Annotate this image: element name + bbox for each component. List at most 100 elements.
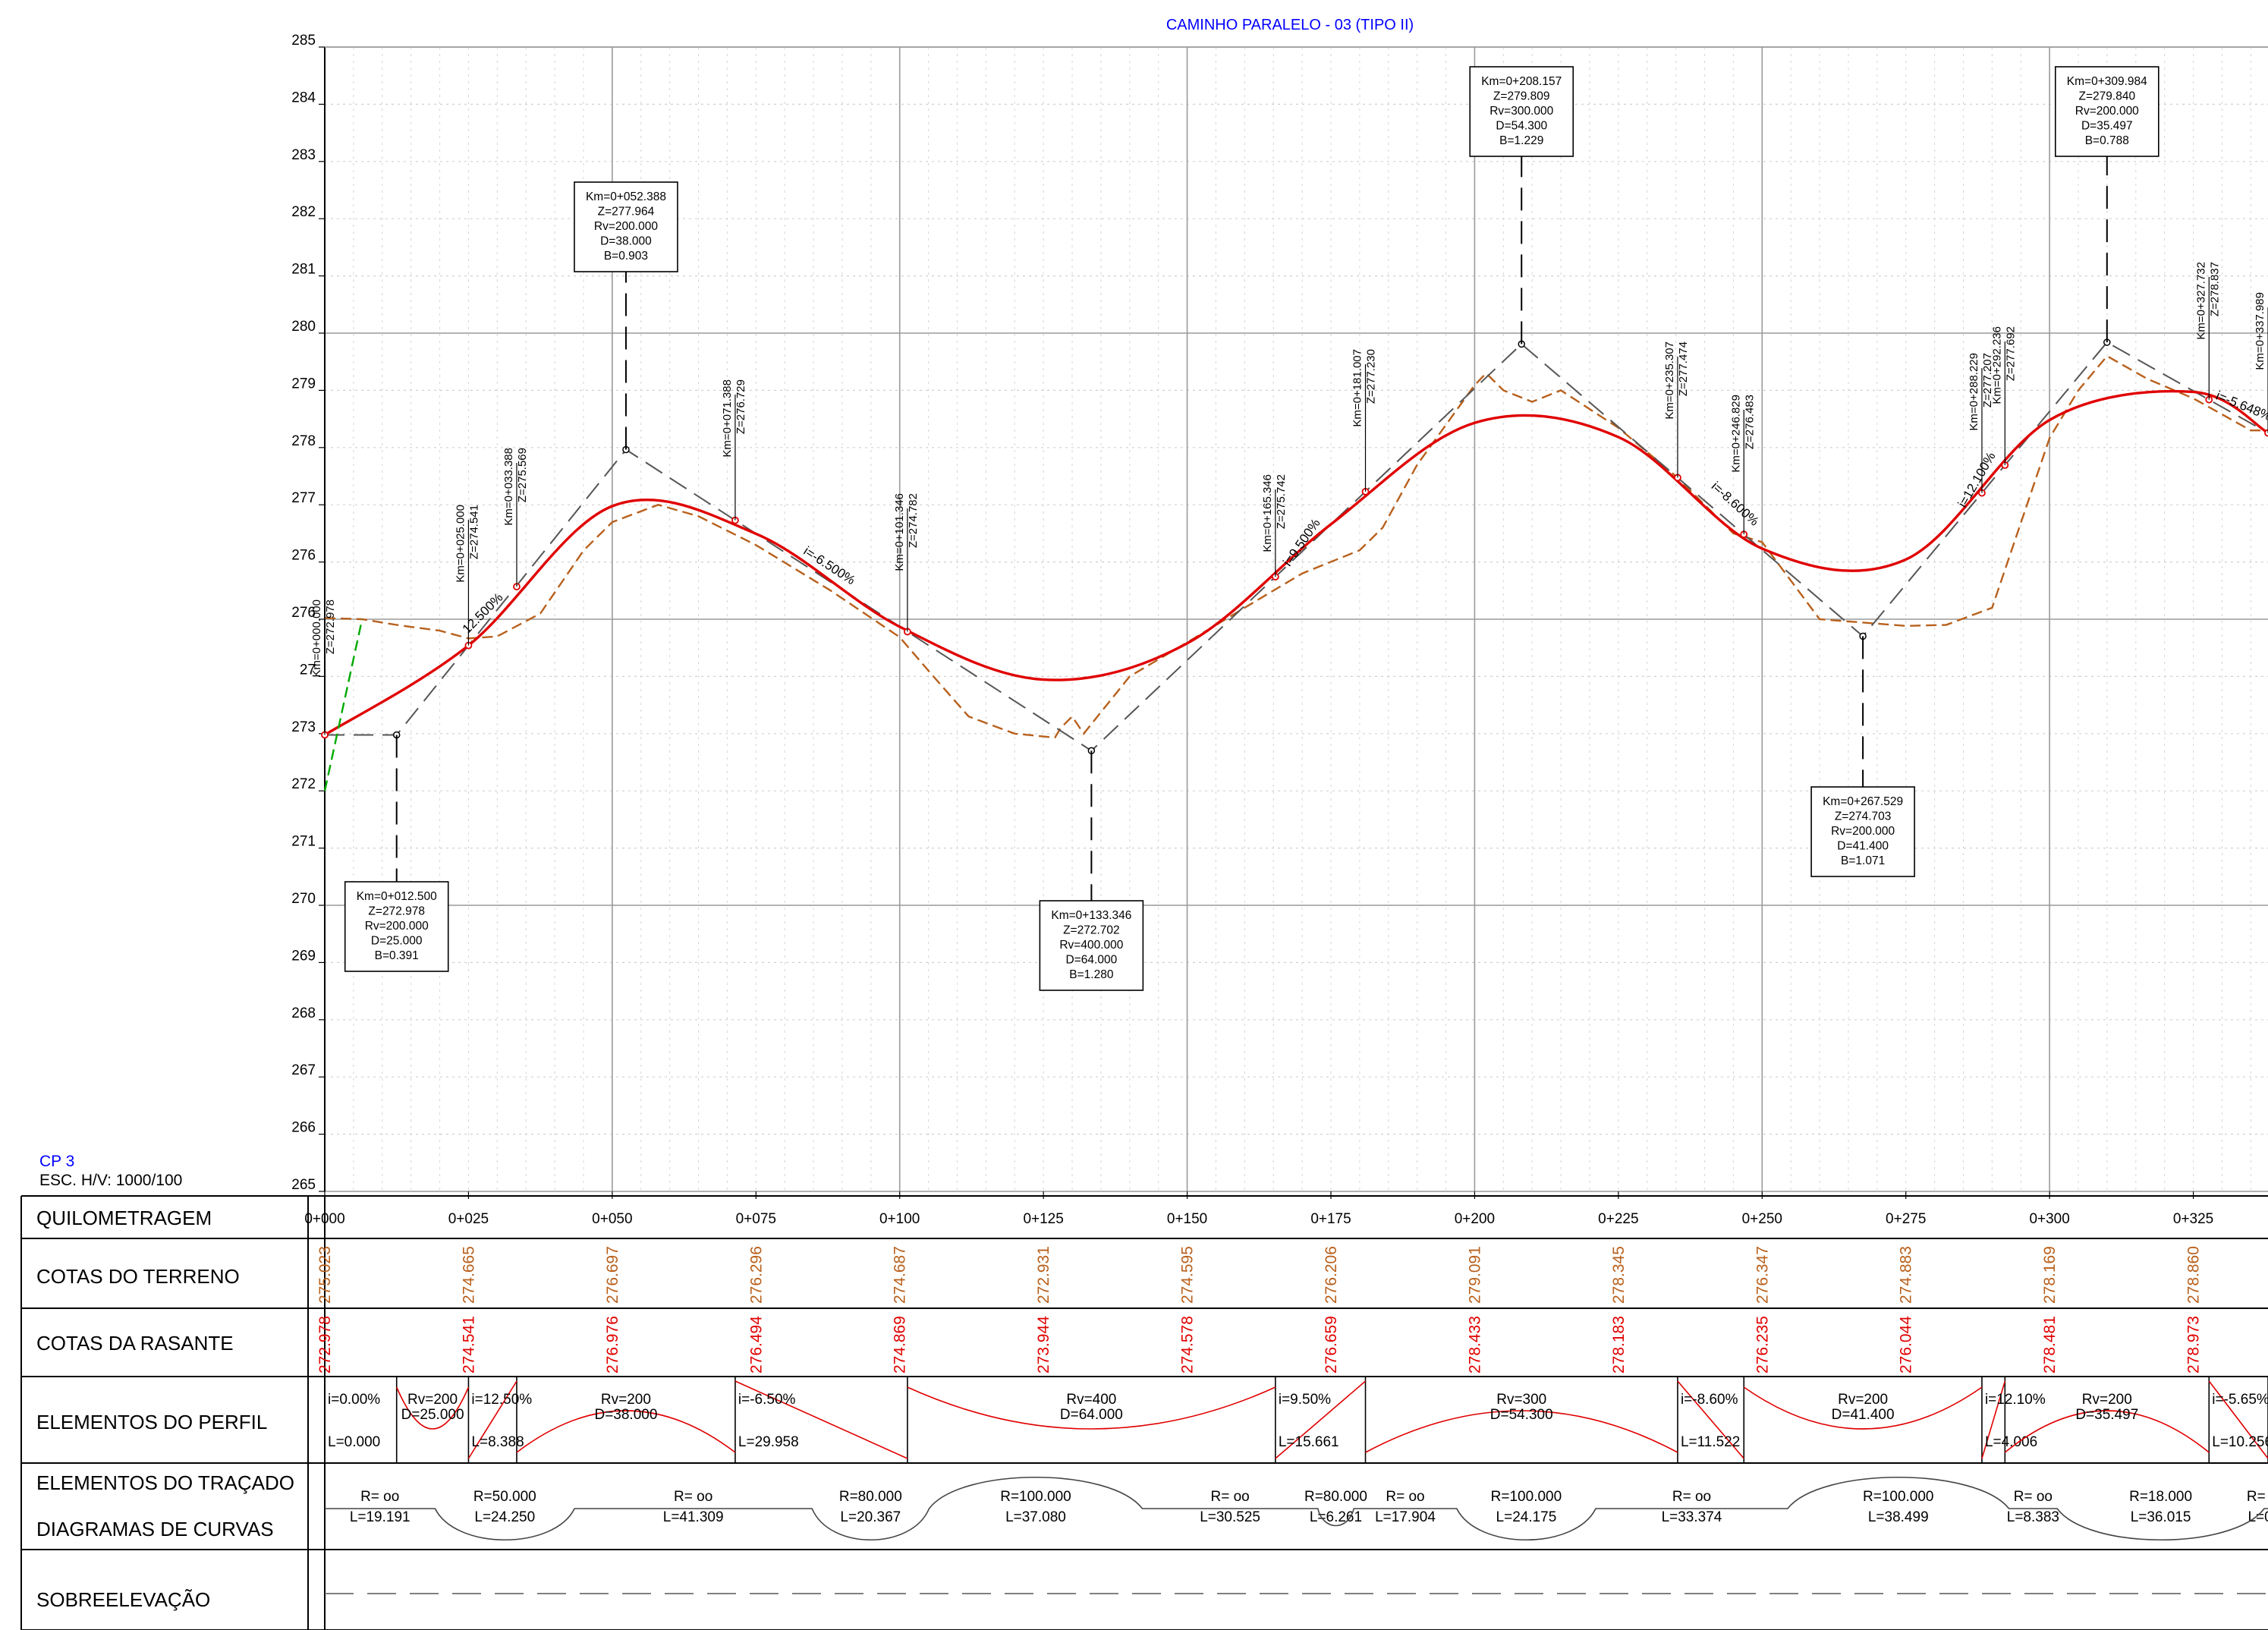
pvi-text: Km=0+012.500 xyxy=(357,890,437,903)
pvi-text: B=1.280 xyxy=(1069,968,1114,981)
alignment-diagram xyxy=(325,1477,2268,1541)
profile-curve-sketch xyxy=(1365,1410,1678,1453)
terrain-value: 272.931 xyxy=(1035,1246,1052,1304)
profile-curve-sketch xyxy=(395,1386,470,1430)
pvi-box xyxy=(1039,900,1144,991)
grade-value: 272.978 xyxy=(316,1316,334,1374)
station-label: 0+000 xyxy=(304,1211,344,1227)
pvi-text: Z=272.702 xyxy=(1063,924,1120,937)
station-label: 0+150 xyxy=(1167,1211,1207,1227)
alignment-radius: R=100.000 xyxy=(1863,1489,1934,1505)
pvi-box xyxy=(2055,66,2159,157)
profile-element-top: i=12.10% xyxy=(1985,1392,2046,1408)
alignment-radius: R=18.000 xyxy=(2129,1489,2192,1505)
grade-value: 278.433 xyxy=(1466,1316,1483,1374)
alignment-radius: R= oo xyxy=(674,1489,712,1505)
pvi-text: D=54.300 xyxy=(1496,120,1547,133)
terrain-value: 276.697 xyxy=(604,1246,621,1304)
point-label: Km=0+246.829 Z=276.483 xyxy=(1729,395,1756,473)
point-km: Km=0+235.307 xyxy=(1663,341,1676,420)
alignment-radius: R=50.000 xyxy=(473,1489,536,1505)
point-z: Z=277.692 xyxy=(2004,326,2017,381)
alignment-length: L=20.367 xyxy=(840,1509,901,1525)
profile-labels: Km=0+012.500 Z=272.978 Rv=200.000 D=25.000 B… xyxy=(310,66,2268,991)
profile-curve-sketch xyxy=(907,1386,1276,1430)
alignment-radius: R=80.000 xyxy=(839,1489,902,1505)
pvi-text: B=0.788 xyxy=(2085,134,2129,147)
point-km: Km=0+337.989 xyxy=(2254,292,2266,370)
station-label: 0+275 xyxy=(1886,1211,1926,1227)
profile-element-top: i=0.00% xyxy=(328,1392,380,1408)
offset-line xyxy=(323,618,363,791)
pvi-text: Rv=200.000 xyxy=(594,220,658,233)
station-label: 0+225 xyxy=(1598,1211,1638,1227)
terrain-value: 279.091 xyxy=(1466,1246,1483,1304)
station-label: 0+300 xyxy=(2029,1211,2069,1227)
terrain-value: 274.665 xyxy=(460,1246,477,1304)
station-label: 0+250 xyxy=(1742,1211,1782,1227)
grade-value: 274.578 xyxy=(1179,1316,1197,1374)
drawing-title: CAMINHO PARALELO - 03 (TIPO II) xyxy=(1166,17,1414,33)
terrain-value: 276.347 xyxy=(1754,1246,1771,1304)
point-label: Km=0+292.236 Z=277.692 xyxy=(1990,326,2017,404)
pvi-text: Rv=300.000 xyxy=(1489,105,1553,118)
pvi-text: Rv=400.000 xyxy=(1059,939,1123,952)
pvi-text: B=1.071 xyxy=(1841,854,1885,867)
alignment-radius: R=100.000 xyxy=(1491,1489,1562,1505)
profile-element-bottom: D=35.497 xyxy=(2075,1407,2138,1423)
point-z: Z=274.782 xyxy=(907,493,920,548)
point-km: Km=0+165.346 xyxy=(1261,474,1274,552)
y-tick-label: 273 xyxy=(291,719,316,735)
station-label: 0+125 xyxy=(1023,1211,1063,1227)
pvi-text: D=38.000 xyxy=(600,235,652,248)
point-label: Km=0+327.732 Z=278.837 xyxy=(2194,262,2221,340)
station-label: 0+175 xyxy=(1310,1211,1351,1227)
terrain-value: 276.296 xyxy=(747,1246,765,1304)
pvi-text: Z=279.809 xyxy=(1493,90,1550,103)
row-label: COTAS DA RASANTE xyxy=(36,1332,234,1355)
y-tick-label: 265 xyxy=(291,1177,316,1193)
pvi-text: Z=272.978 xyxy=(368,905,425,918)
y-tick-label: 283 xyxy=(291,147,316,163)
slope-label: 12.500% xyxy=(460,590,506,637)
point-z: Z=272.978 xyxy=(324,599,337,654)
y-tick-label: 277 xyxy=(291,490,316,506)
profile-element-bottom: D=64.000 xyxy=(1060,1407,1123,1423)
profile-element-top: Rv=400 xyxy=(1066,1392,1116,1408)
point-label: Km=0+033.388 Z=275.569 xyxy=(502,448,529,526)
grade-value: 278.481 xyxy=(2041,1316,2059,1374)
point-label: Km=0+101.346 Z=274.782 xyxy=(893,493,920,571)
point-km: Km=0+000.000 xyxy=(310,599,323,678)
point-z: Z=274.541 xyxy=(467,505,480,559)
terrain-value: 278.860 xyxy=(2185,1246,2203,1304)
alignment-radius: R= oo xyxy=(2014,1489,2053,1505)
terrain-value: 275.023 xyxy=(316,1246,334,1304)
pvi-text: Rv=200.000 xyxy=(1831,825,1895,838)
grid: 265 266 267 268 269 270 271 272 273 27 276 276 277 27… xyxy=(291,33,2268,1199)
profile-tangent-sketch xyxy=(1677,1380,1744,1459)
profile-element-top: i=9.50% xyxy=(1279,1392,1331,1408)
station-label: 0+025 xyxy=(448,1211,489,1227)
y-tick-label: 278 xyxy=(291,433,316,449)
grade-value: 278.973 xyxy=(2185,1316,2203,1374)
pvi-text: Z=279.840 xyxy=(2079,90,2136,103)
pvi-text: B=1.229 xyxy=(1499,134,1543,147)
point-label: Km=0+181.007 Z=277.230 xyxy=(1351,349,1378,427)
y-tick-label: 284 xyxy=(291,90,316,105)
profile-tangent-sketch xyxy=(1981,1380,2006,1459)
terrain-value: 278.169 xyxy=(2041,1246,2059,1304)
point-z: Z=276.483 xyxy=(1743,395,1756,449)
point-km: Km=0+101.346 xyxy=(893,493,906,571)
y-tick-label: 27 xyxy=(300,662,316,678)
pvi-text: D=25.000 xyxy=(371,935,423,948)
point-label: Km=0+288.229 Z=277.207 xyxy=(1968,353,1994,431)
profile-element-top: i=-6.50% xyxy=(738,1392,796,1408)
alignment-length: L=33.374 xyxy=(1662,1509,1722,1525)
profile-element-top: i=-8.60% xyxy=(1681,1392,1738,1408)
profile-element-top: Rv=200 xyxy=(601,1392,651,1408)
row-label: DIAGRAMAS DE CURVAS xyxy=(36,1518,274,1540)
alignment-radius: R= oo xyxy=(1210,1489,1249,1505)
grade-value: 276.044 xyxy=(1898,1316,1915,1374)
point-km: Km=0+288.229 xyxy=(1968,353,1980,431)
profile-element-top: Rv=200 xyxy=(2082,1392,2132,1408)
